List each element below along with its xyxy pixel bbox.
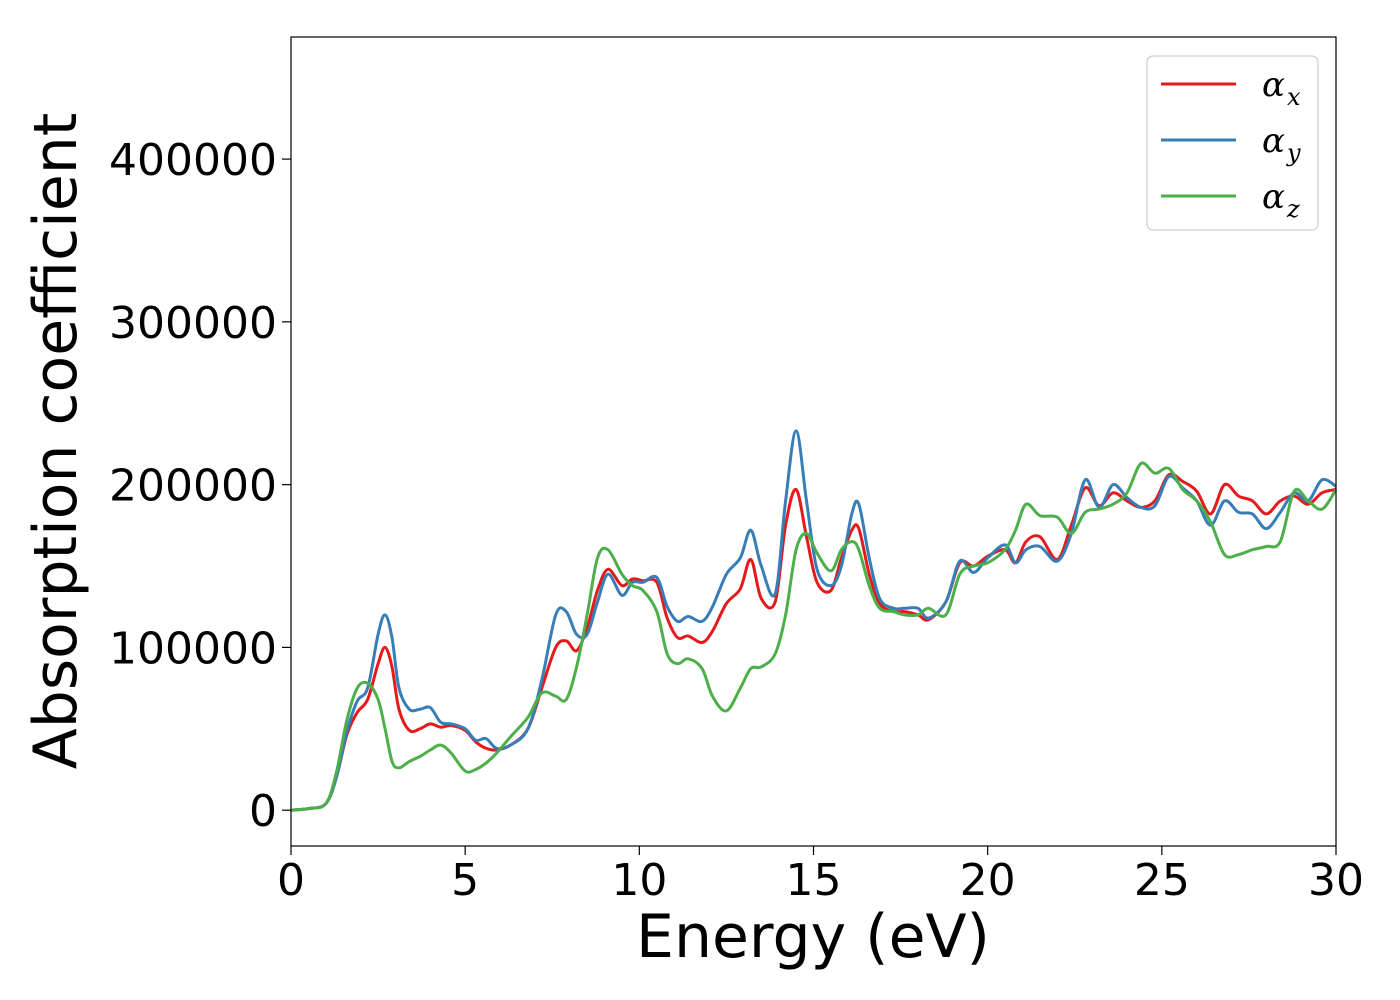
x-tick-label: 15	[786, 855, 842, 906]
y-axis: 0 100000 200000 300000 400000	[109, 135, 291, 837]
y-tick-label: 400000	[109, 135, 277, 186]
x-tick-label: 5	[451, 855, 479, 906]
y-tick-label: 0	[249, 786, 277, 837]
x-tick-label: 20	[960, 855, 1016, 906]
x-tick-label: 30	[1308, 855, 1364, 906]
y-tick-label: 100000	[109, 623, 277, 674]
x-axis: 0 5 10 15 20 25 30	[277, 846, 1364, 906]
x-axis-title: Energy (eV)	[636, 902, 990, 972]
y-tick-label: 200000	[109, 461, 277, 512]
legend-label-alpha-x: αx	[1262, 65, 1301, 111]
y-tick-label: 300000	[109, 298, 277, 349]
legend-box	[1146, 55, 1319, 231]
x-tick-label: 0	[277, 855, 305, 906]
y-axis-title: Absorption coefficient	[21, 113, 91, 770]
series-layer	[290, 429, 1338, 812]
series-line-alpha-z	[290, 461, 1338, 812]
x-tick-label: 10	[611, 855, 667, 906]
x-tick-label: 25	[1134, 855, 1190, 906]
series-line-alpha-y	[290, 429, 1337, 812]
